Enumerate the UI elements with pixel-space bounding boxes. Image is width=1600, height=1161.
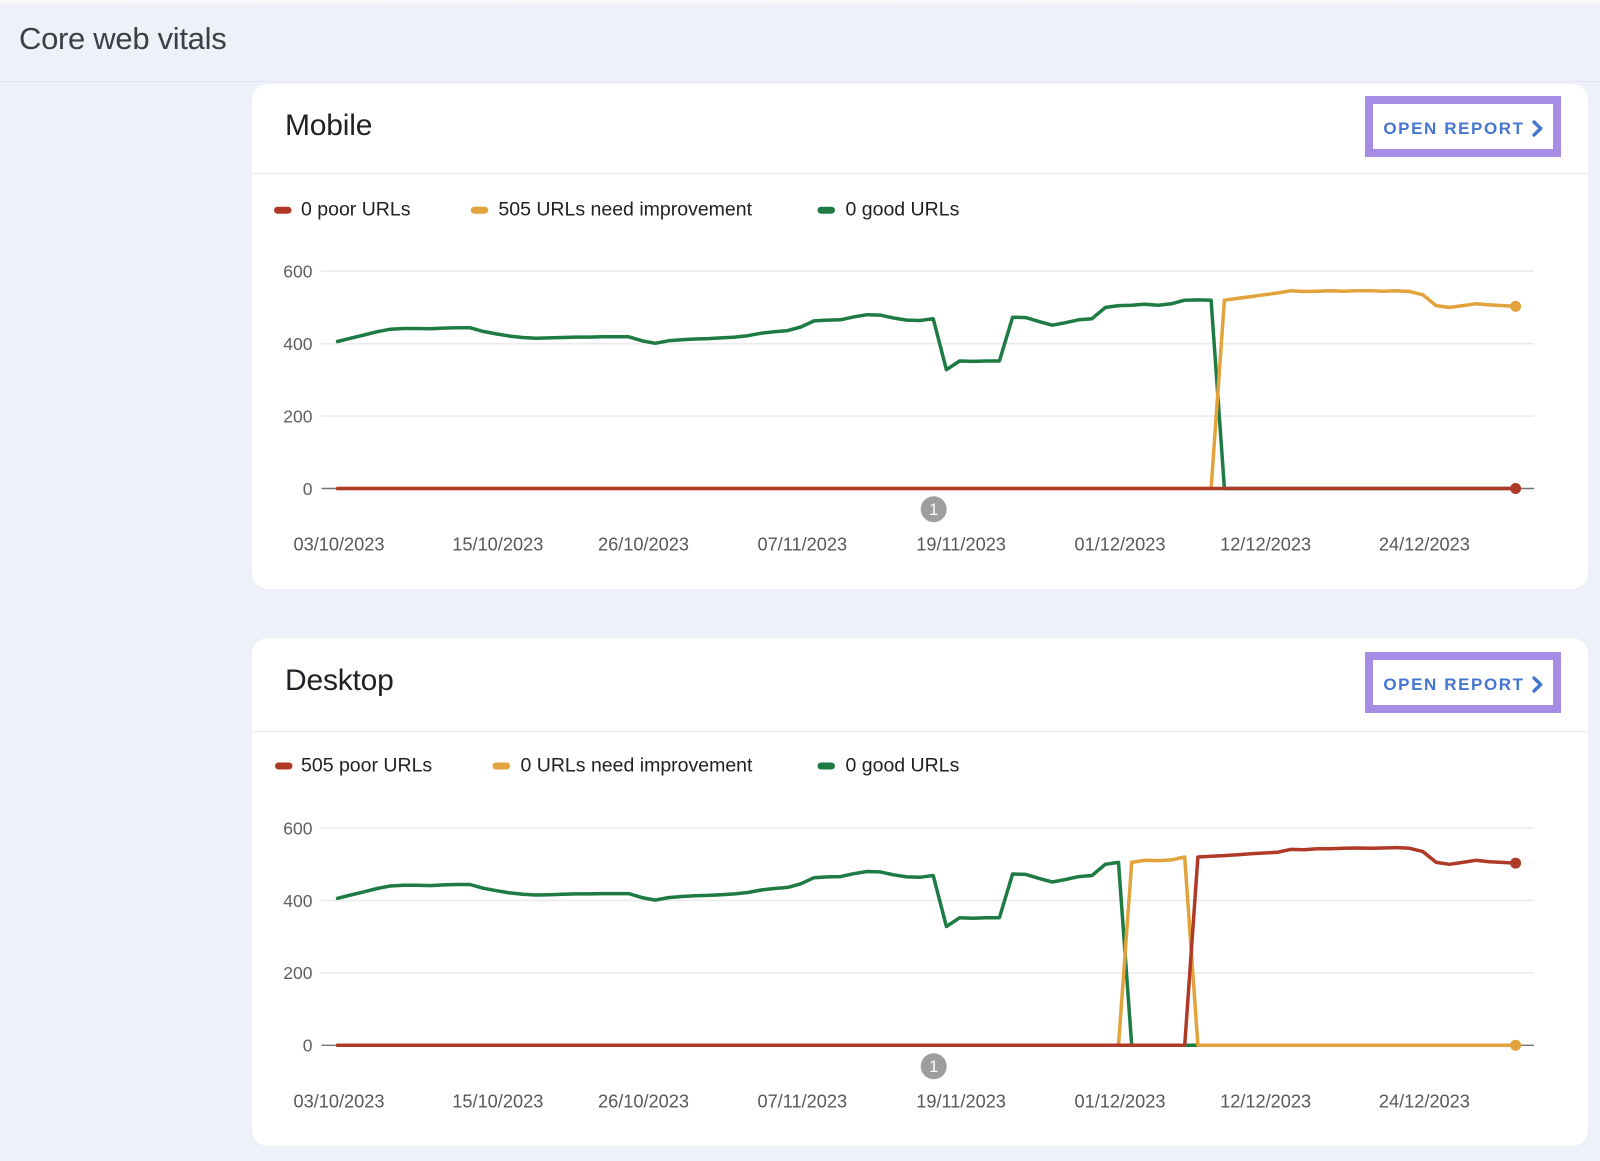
svg-text:600: 600 bbox=[283, 262, 312, 282]
svg-text:07/11/2023: 07/11/2023 bbox=[757, 534, 847, 554]
svg-text:1: 1 bbox=[929, 1058, 938, 1076]
svg-text:01/12/2023: 01/12/2023 bbox=[1074, 534, 1165, 554]
svg-text:505 poor URLs: 505 poor URLs bbox=[301, 754, 432, 776]
svg-text:15/10/2023: 15/10/2023 bbox=[452, 534, 543, 554]
svg-text:12/12/2023: 12/12/2023 bbox=[1220, 1092, 1311, 1112]
svg-text:0 URLs need improvement: 0 URLs need improvement bbox=[521, 754, 754, 776]
svg-text:24/12/2023: 24/12/2023 bbox=[1379, 1092, 1470, 1112]
svg-text:0: 0 bbox=[303, 479, 313, 499]
svg-text:200: 200 bbox=[283, 963, 312, 983]
svg-text:03/10/2023: 03/10/2023 bbox=[293, 1092, 384, 1112]
svg-text:19/11/2023: 19/11/2023 bbox=[916, 1092, 1006, 1112]
svg-text:0: 0 bbox=[303, 1036, 313, 1056]
svg-text:26/10/2023: 26/10/2023 bbox=[598, 534, 689, 554]
svg-text:01/12/2023: 01/12/2023 bbox=[1074, 1092, 1165, 1112]
svg-text:0 good URLs: 0 good URLs bbox=[846, 754, 960, 776]
svg-text:24/12/2023: 24/12/2023 bbox=[1379, 534, 1470, 554]
svg-text:0 poor URLs: 0 poor URLs bbox=[301, 199, 411, 221]
svg-text:0 good URLs: 0 good URLs bbox=[846, 199, 960, 221]
svg-text:400: 400 bbox=[283, 891, 312, 911]
svg-text:1: 1 bbox=[929, 501, 938, 519]
svg-text:505 URLs need improvement: 505 URLs need improvement bbox=[498, 199, 752, 221]
svg-text:15/10/2023: 15/10/2023 bbox=[452, 1092, 543, 1112]
svg-text:26/10/2023: 26/10/2023 bbox=[598, 1092, 689, 1112]
svg-text:200: 200 bbox=[283, 406, 312, 426]
svg-text:12/12/2023: 12/12/2023 bbox=[1220, 534, 1311, 554]
svg-text:03/10/2023: 03/10/2023 bbox=[293, 534, 384, 554]
svg-text:07/11/2023: 07/11/2023 bbox=[757, 1092, 847, 1112]
svg-text:400: 400 bbox=[283, 334, 312, 354]
svg-text:600: 600 bbox=[283, 818, 312, 838]
svg-text:19/11/2023: 19/11/2023 bbox=[916, 534, 1006, 554]
